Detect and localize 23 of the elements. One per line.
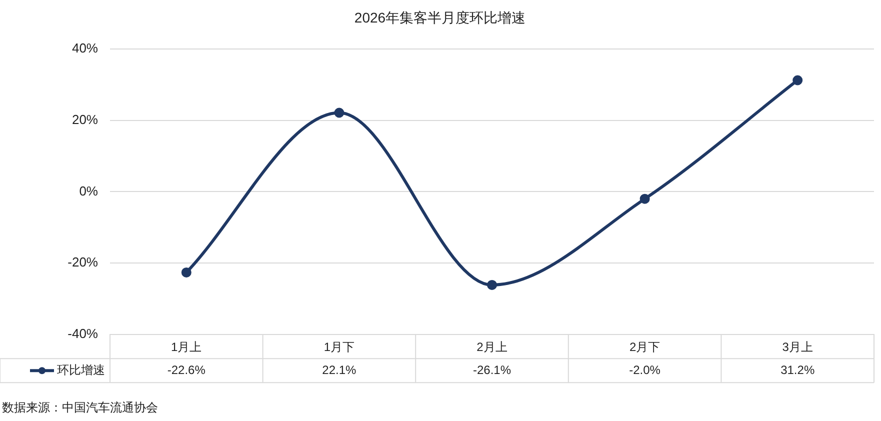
y-tick-label: -20% bbox=[68, 254, 98, 270]
x-tick-label: 1月上 bbox=[171, 340, 202, 354]
x-tick-label: 3月上 bbox=[782, 340, 813, 354]
source-note: 数据来源：中国汽车流通协会 bbox=[2, 400, 158, 414]
point bbox=[640, 194, 650, 204]
x-tick-label: 1月下 bbox=[324, 340, 355, 354]
text: 31.2% bbox=[780, 362, 815, 377]
legend-label: 环比增速 bbox=[57, 362, 105, 377]
point bbox=[487, 280, 497, 290]
y-tick-label: 20% bbox=[72, 112, 98, 127]
point bbox=[792, 75, 803, 86]
text: -26.1% bbox=[472, 362, 512, 377]
point bbox=[334, 108, 344, 118]
point bbox=[181, 267, 192, 278]
chart-title: 2026年集客半月度环比增速 bbox=[354, 9, 526, 26]
x-tick-label: 2月下 bbox=[629, 340, 660, 354]
text: -22.6% bbox=[167, 362, 206, 377]
y-tick-label: 0% bbox=[79, 183, 98, 198]
text: 22.1% bbox=[322, 362, 356, 377]
y-tick-label: 40% bbox=[72, 40, 98, 56]
text: -2.0% bbox=[629, 362, 660, 377]
y-tick-label: -40% bbox=[68, 326, 98, 342]
x-tick-label: 2月上 bbox=[476, 340, 508, 354]
